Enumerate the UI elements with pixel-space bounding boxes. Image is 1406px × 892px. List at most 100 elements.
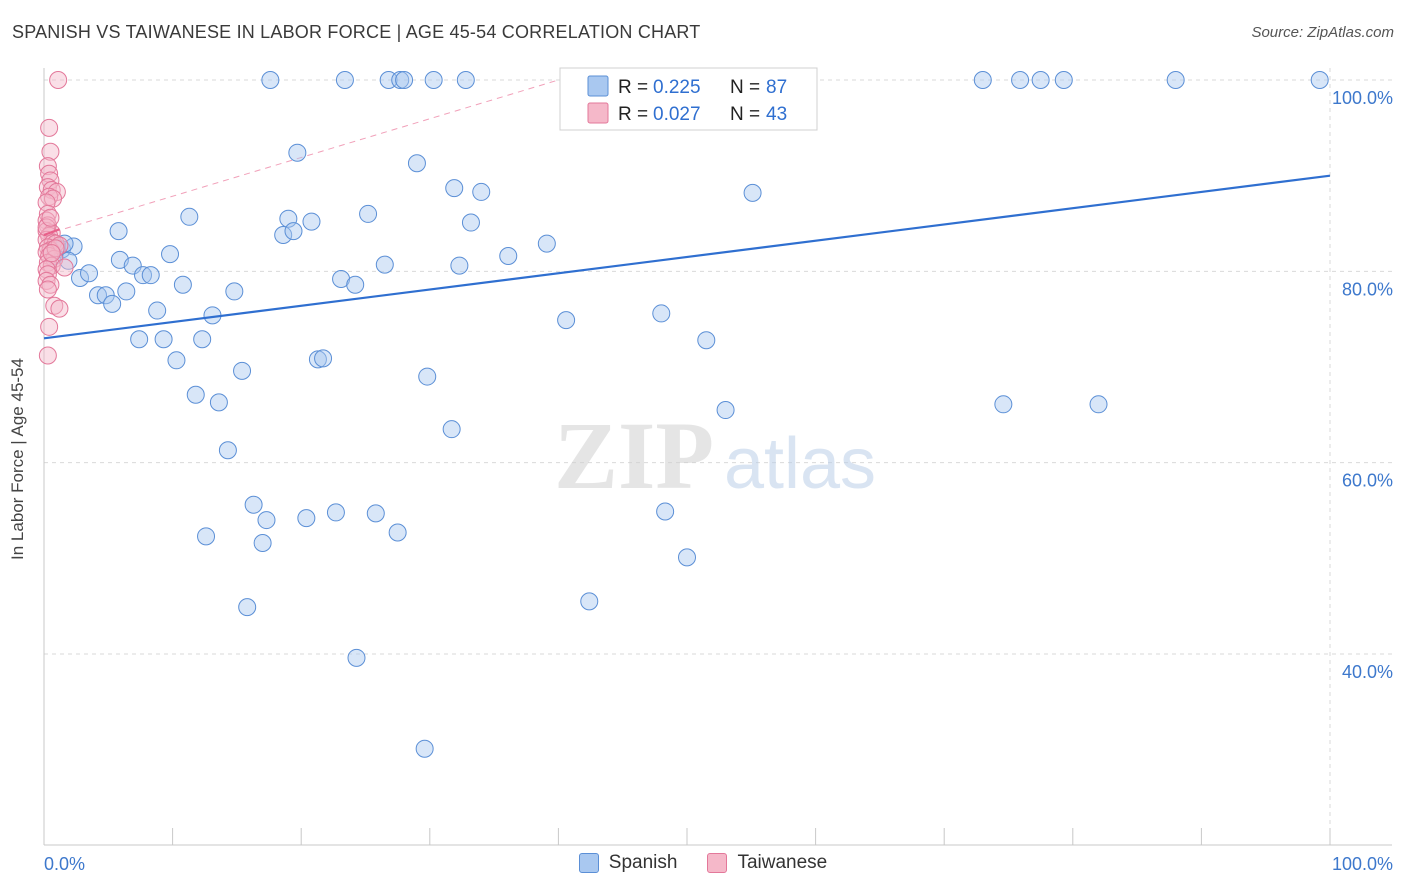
point-spanish-42 [314, 349, 333, 368]
point-spanish-23 [193, 330, 212, 349]
point-spanish-56 [415, 739, 434, 758]
point-spanish-59 [442, 420, 461, 439]
point-spanish-24 [197, 527, 216, 546]
point-spanish-81 [1054, 71, 1073, 89]
legend-r-label-spanish: R = [618, 77, 653, 98]
point-spanish-55 [407, 154, 426, 173]
point-spanish-61 [450, 256, 469, 275]
point-spanish-64 [472, 182, 491, 201]
point-spanish-17 [154, 330, 173, 349]
trend-line-taiwanese-extended [43, 79, 559, 236]
point-spanish-18 [161, 245, 180, 264]
stats-legend: R = 0.225 N = 87 R = 0.027 N = 43 [559, 67, 818, 131]
point-spanish-26 [209, 393, 228, 412]
point-spanish-78 [994, 395, 1013, 414]
point-spanish-39 [297, 509, 316, 528]
point-spanish-57 [418, 367, 437, 386]
point-taiwanese-1 [40, 118, 59, 137]
bottom-legend-swatch-taiwanese [707, 853, 728, 873]
point-spanish-21 [180, 207, 199, 226]
y-tick-labels: 40.0% 60.0% 80.0% 100.0% [1332, 88, 1393, 682]
y-tick-label-40: 40.0% [1342, 662, 1393, 682]
point-spanish-27 [218, 441, 237, 460]
watermark: ZIP atlas [554, 402, 876, 509]
point-spanish-46 [346, 275, 365, 294]
point-spanish-5 [80, 264, 99, 283]
bottom-legend: Spanish Taiwanese [0, 852, 1406, 874]
legend-n-value-spanish: 87 [766, 77, 787, 98]
point-taiwanese-42 [42, 244, 61, 263]
point-spanish-75 [743, 183, 762, 202]
point-taiwanese-35 [45, 296, 64, 315]
bottom-legend-label-taiwanese: Taiwanese [737, 852, 828, 873]
point-spanish-33 [257, 511, 276, 530]
point-spanish-49 [366, 504, 385, 523]
point-taiwanese-31 [38, 265, 57, 284]
point-taiwanese-38 [38, 346, 57, 365]
point-spanish-48 [359, 204, 378, 223]
legend-n-label-taiwanese: N = [730, 104, 760, 125]
point-taiwanese-2 [41, 142, 60, 161]
legend-swatch-spanish [587, 75, 609, 97]
point-taiwanese-0 [49, 71, 68, 89]
point-spanish-4 [71, 269, 90, 288]
point-spanish-84 [1310, 71, 1329, 89]
point-spanish-53 [391, 71, 410, 89]
point-spanish-67 [557, 311, 576, 330]
legend-n-value-taiwanese: 43 [766, 104, 787, 125]
point-spanish-82 [1089, 395, 1108, 414]
point-spanish-58 [424, 71, 443, 89]
y-tick-label-60: 60.0% [1342, 471, 1393, 491]
grid-lines [44, 68, 1392, 845]
point-spanish-8 [103, 294, 122, 313]
chart-title: SPANISH VS TAIWANESE IN LABOR FORCE | AG… [12, 22, 701, 42]
bottom-legend-label-spanish: Spanish [608, 852, 678, 873]
point-spanish-34 [261, 71, 280, 89]
point-spanish-38 [288, 143, 307, 162]
point-spanish-62 [456, 71, 475, 89]
point-taiwanese-37 [40, 317, 59, 336]
trend-lines [43, 79, 559, 236]
point-taiwanese-11 [37, 193, 56, 212]
bottom-legend-item-spanish: Spanish [578, 852, 678, 874]
point-spanish-40 [302, 212, 321, 231]
legend-swatch-taiwanese [587, 102, 609, 124]
point-spanish-73 [697, 331, 716, 350]
point-spanish-29 [233, 361, 252, 380]
point-spanish-47 [347, 648, 366, 667]
point-spanish-50 [375, 255, 394, 274]
point-spanish-72 [678, 548, 696, 567]
point-spanish-54 [395, 71, 414, 89]
point-spanish-11 [117, 282, 136, 301]
point-spanish-32 [253, 534, 272, 553]
point-spanish-65 [499, 247, 518, 266]
point-spanish-66 [537, 234, 556, 253]
point-spanish-63 [461, 213, 480, 232]
point-taiwanese-30 [55, 258, 74, 277]
point-spanish-22 [186, 385, 205, 404]
point-spanish-80 [1031, 71, 1050, 89]
point-spanish-45 [335, 71, 354, 89]
point-spanish-6 [89, 286, 108, 305]
watermark-atlas: atlas [724, 424, 876, 504]
point-spanish-20 [173, 275, 192, 294]
y-tick-label-80: 80.0% [1342, 279, 1393, 299]
x-tick-label-100: 100.0% [1332, 854, 1393, 874]
point-taiwanese-3 [38, 157, 57, 176]
trend-line-spanish [43, 174, 1331, 340]
point-spanish-71 [656, 502, 675, 521]
legend-n-label-spanish: N = [730, 77, 760, 98]
axes [43, 68, 1392, 846]
point-spanish-16 [148, 301, 167, 320]
point-spanish-9 [109, 222, 128, 241]
data-points [37, 71, 1331, 758]
point-spanish-31 [244, 495, 263, 514]
bottom-legend-swatch-spanish [578, 853, 599, 873]
point-spanish-68 [580, 592, 599, 611]
trend-line-taiwanese [43, 228, 60, 237]
point-taiwanese-40 [41, 208, 60, 227]
point-spanish-77 [973, 71, 992, 89]
point-spanish-83 [1166, 71, 1185, 89]
point-spanish-30 [238, 598, 257, 617]
